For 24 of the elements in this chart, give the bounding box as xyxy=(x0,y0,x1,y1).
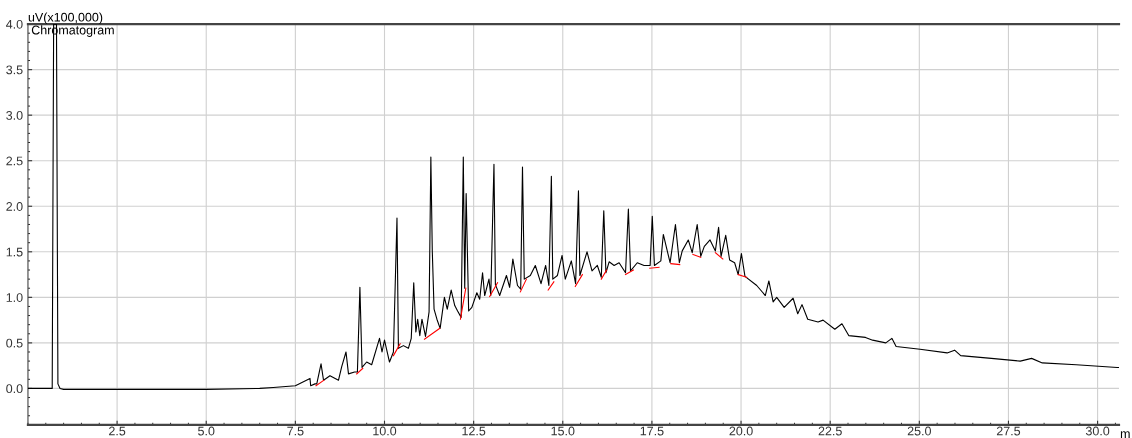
x-tick-label: 20.0 xyxy=(729,426,753,436)
x-axis-title: m xyxy=(1120,431,1130,438)
y-axis-title: uV(x100,000) xyxy=(28,12,103,25)
y-tick-label: 0.5 xyxy=(6,338,23,348)
x-tick-label: 15.0 xyxy=(551,426,575,436)
x-tick-label: 30.0 xyxy=(1085,426,1110,436)
x-tick-label: 27.5 xyxy=(996,426,1021,436)
x-tick-label: 17.5 xyxy=(640,426,664,436)
line-series xyxy=(27,24,1119,390)
x-tick-label: 7.5 xyxy=(287,426,304,436)
y-tick-label: 2.5 xyxy=(6,156,23,166)
x-tick-label: 10.0 xyxy=(373,426,397,436)
x-tick-label: 2.5 xyxy=(109,426,126,436)
x-tick-label: 5.0 xyxy=(198,426,215,436)
x-tick-label: 25.0 xyxy=(907,426,931,436)
y-tick-label: 1.5 xyxy=(6,247,23,257)
y-tick-label: 4.0 xyxy=(6,19,23,29)
y-tick-label: 0.0 xyxy=(6,384,23,394)
y-tick-label: 1.0 xyxy=(6,293,23,302)
y-tick-label: 3.5 xyxy=(6,65,23,75)
y-tick-label: 2.0 xyxy=(6,202,23,211)
x-tick-label: 22.5 xyxy=(818,426,842,436)
x-tick-label: 12.5 xyxy=(462,426,486,436)
y-tick-label: 3.0 xyxy=(6,110,23,120)
